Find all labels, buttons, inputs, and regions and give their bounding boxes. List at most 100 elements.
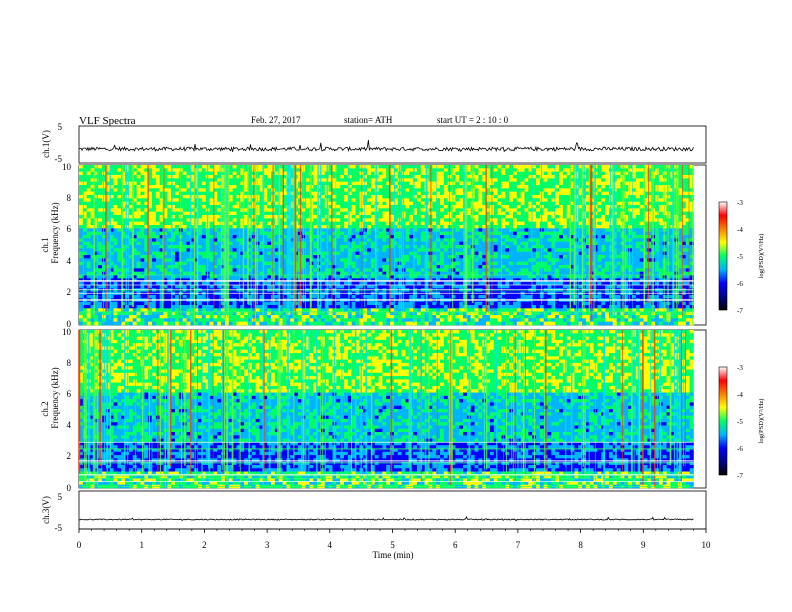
spectrogram-cell — [509, 231, 514, 236]
spectrogram-cell — [117, 188, 122, 192]
spectrogram-cell — [628, 238, 633, 242]
spectrogram-cell — [232, 255, 237, 259]
spectrogram-cell — [528, 235, 533, 239]
spectrogram-cell — [570, 215, 575, 219]
spectrogram-cell — [493, 178, 498, 182]
spectrogram-cell — [236, 221, 241, 226]
spectrogram-cell — [343, 195, 349, 199]
spectrogram-cell — [90, 191, 95, 196]
spectrogram-cell — [236, 261, 241, 266]
spectrogram-cell — [455, 208, 460, 212]
spectrogram-cell — [478, 231, 483, 236]
spectrogram-cell — [167, 245, 172, 249]
spectrogram-cell — [340, 265, 345, 269]
spectrogram-cell — [125, 201, 130, 206]
spectrogram-cell — [585, 201, 591, 206]
spectrogram-cell — [171, 205, 176, 209]
spectrogram-cell — [555, 171, 560, 176]
spectrogram-cell — [247, 225, 253, 229]
spectrogram-cell — [416, 218, 422, 222]
spectrogram-cell — [393, 248, 399, 252]
spectrogram-cell — [635, 245, 640, 249]
spectrogram-cell — [524, 241, 529, 246]
spectrogram-cell — [685, 201, 690, 206]
spectrogram-cell — [501, 198, 506, 202]
spectrogram-cell — [136, 261, 141, 266]
spectrogram-cell — [562, 245, 568, 249]
spectrogram-cell — [532, 211, 537, 216]
spectrogram-cell — [501, 235, 506, 239]
spectrogram-cell — [585, 261, 591, 266]
spectrogram-cell — [559, 208, 564, 212]
spectrogram-cell — [186, 215, 191, 219]
spectrogram-cell — [440, 171, 445, 176]
spectrogram-cell — [182, 215, 187, 219]
spectrogram-cell — [109, 265, 114, 269]
spectrogram-cell — [359, 251, 364, 256]
spectrogram-cell — [86, 191, 91, 196]
spectrogram-cell — [524, 245, 529, 249]
spectrogram-cell — [128, 211, 134, 216]
spectrogram-cell — [82, 225, 87, 229]
spectrogram-cell — [343, 175, 349, 179]
spectrogram-cell — [171, 268, 176, 272]
spectrogram-cell — [409, 261, 414, 266]
spectrogram-cell — [643, 215, 648, 219]
spectrogram-cell — [79, 171, 84, 176]
spectrogram-cell — [355, 201, 360, 206]
spectrogram-cell — [98, 195, 103, 199]
spectrogram-cell — [501, 231, 506, 236]
spectrogram-cell — [390, 248, 395, 252]
spectrogram-cell — [186, 265, 191, 269]
spectrogram-cell — [201, 181, 207, 186]
spectrogram-cell — [278, 178, 283, 182]
spectrogram-cell — [136, 225, 141, 229]
spectrogram-cell — [359, 265, 364, 269]
spectrogram-cell — [528, 261, 533, 266]
spectrogram-cell — [482, 248, 487, 252]
spectrogram-cell — [416, 248, 422, 252]
spectrogram-cell — [155, 198, 160, 202]
spectrogram-cell — [493, 211, 498, 216]
spectrogram-cell — [194, 228, 199, 232]
spectrogram-cell — [121, 171, 126, 176]
spectrogram-cell — [263, 205, 268, 209]
spectrogram-cell — [562, 185, 568, 189]
spectrogram-cell — [597, 191, 602, 196]
spectrogram-cell — [685, 245, 690, 249]
spectrogram-cell — [486, 265, 491, 269]
spectrogram-cell — [278, 245, 283, 249]
ch1-spectrogram-panel: 10 8 6 4 2 0 ch.1 Frequency (kHz) — [40, 162, 707, 329]
spectrogram-cell — [217, 248, 222, 252]
spectrogram-cell — [409, 215, 414, 219]
spectrogram-cell — [209, 231, 214, 236]
spectrogram-cell — [159, 251, 164, 256]
spectrogram-cell — [528, 218, 533, 222]
spectrogram-cell — [117, 265, 122, 269]
spectrogram-cell — [685, 178, 690, 182]
spectrogram-cell — [144, 195, 149, 199]
spectrogram-cell — [501, 191, 506, 196]
spectrogram-cell — [562, 241, 568, 246]
spectrogram-cell — [228, 265, 233, 269]
spectrogram-cell — [282, 175, 287, 179]
spectrogram-cell — [163, 235, 168, 239]
spectrogram-cell — [536, 225, 541, 229]
spectrogram-cell — [516, 261, 521, 266]
spectrogram-cell — [328, 178, 333, 182]
spectrogram-cell — [244, 235, 249, 239]
spectrogram-cell — [94, 201, 99, 206]
spectrogram-cell — [386, 238, 391, 242]
spectrogram-cell — [416, 215, 422, 219]
spectrogram-cell — [175, 211, 180, 216]
spectrogram-cell — [148, 208, 153, 212]
spectrogram-cell — [416, 195, 422, 199]
spectrogram-cell — [175, 225, 180, 229]
spectrogram-cell — [367, 171, 372, 176]
spectrogram-cell — [585, 211, 591, 216]
spectrogram-cell — [478, 241, 483, 246]
spectrogram-cell — [86, 178, 91, 182]
spectrogram-cell — [689, 251, 694, 256]
spectrogram-cell — [182, 255, 187, 259]
spectrogram-cell — [171, 171, 176, 176]
